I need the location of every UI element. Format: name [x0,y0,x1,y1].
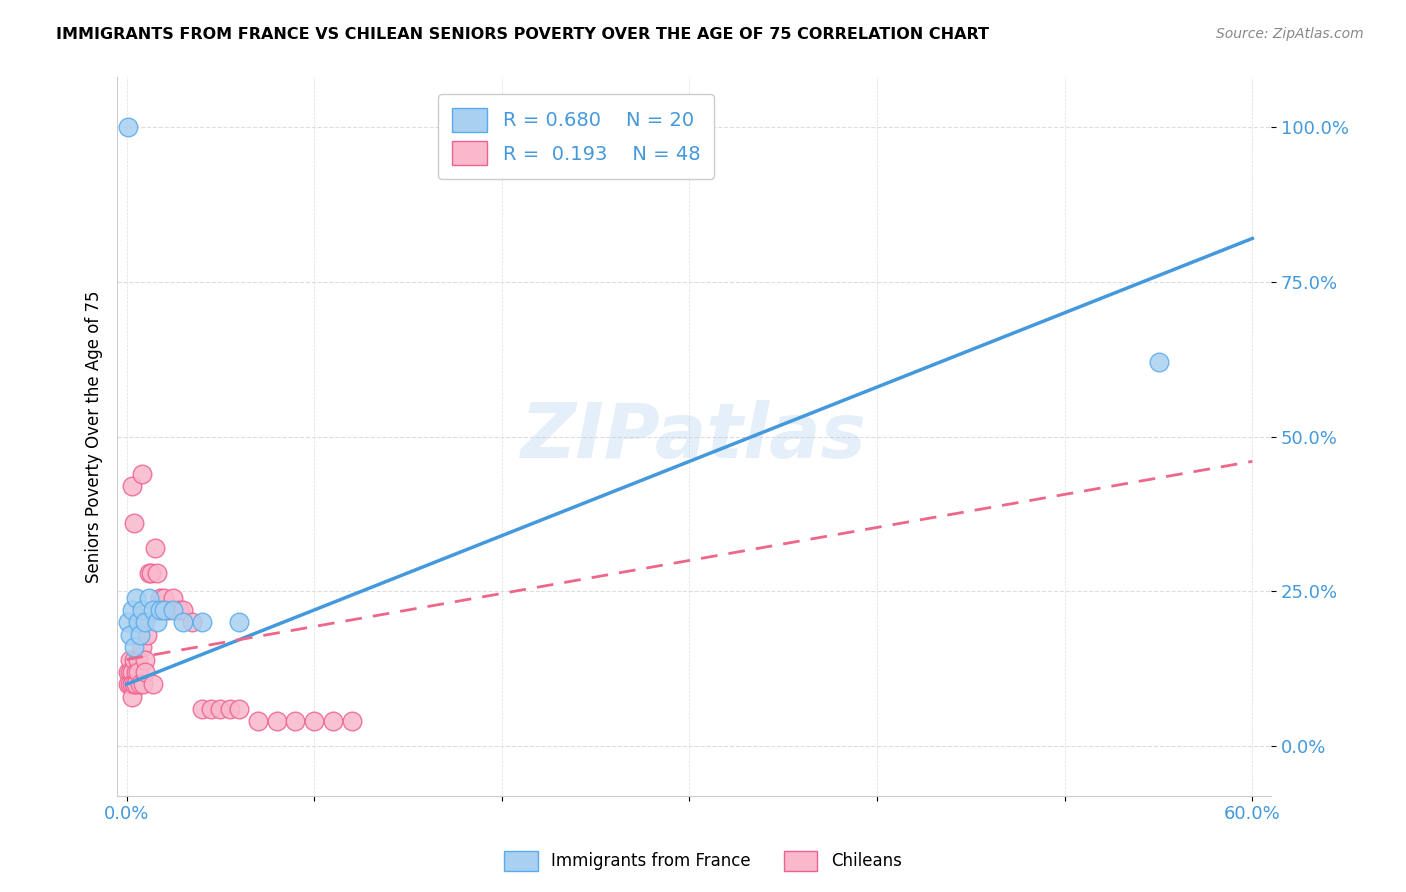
Point [153,591,176,605]
Legend: R = 0.680    N = 20, R =  0.193    N = 48: R = 0.680 N = 20, R = 0.193 N = 48 [439,95,714,178]
Point [156,603,179,617]
Point [322,714,344,729]
Point [266,714,288,729]
Point [162,591,184,605]
Point [162,603,184,617]
Point [120,652,142,666]
Text: IMMIGRANTS FROM FRANCE VS CHILEAN SENIORS POVERTY OVER THE AGE OF 75 CORRELATION: IMMIGRANTS FROM FRANCE VS CHILEAN SENIOR… [56,27,990,42]
Point [1147,355,1170,369]
Text: ZIPatlas: ZIPatlas [522,400,868,474]
Point [302,714,325,729]
Point [128,615,150,630]
Point [200,702,222,716]
Point [125,677,148,691]
Point [143,541,166,555]
Point [117,615,139,630]
Point [117,677,139,691]
Point [153,603,176,617]
Legend: Immigrants from France, Chileans: Immigrants from France, Chileans [496,842,910,880]
Point [121,690,143,704]
Point [121,665,143,679]
Point [131,640,153,654]
Point [131,615,153,630]
Point [121,603,143,617]
Point [120,665,142,679]
Point [122,677,145,691]
Point [190,615,212,630]
Point [218,702,240,716]
Point [284,714,307,729]
Point [128,677,150,691]
Point [121,479,143,493]
Point [246,714,269,729]
Point [131,603,153,617]
Point [127,615,149,630]
Point [340,714,363,729]
Point [181,615,204,630]
Point [228,702,250,716]
Point [125,665,148,679]
Point [131,467,153,481]
Point [117,665,139,679]
Point [172,615,194,630]
Point [132,677,155,691]
Point [122,640,145,654]
Point [228,615,250,630]
Point [128,628,150,642]
Point [145,615,167,630]
Y-axis label: Seniors Poverty Over the Age of 75: Seniors Poverty Over the Age of 75 [86,291,103,582]
Point [149,591,172,605]
Point [122,516,145,531]
Point [127,665,149,679]
Point [117,120,139,134]
Point [134,652,156,666]
Point [120,677,142,691]
Point [122,652,145,666]
Point [138,566,160,580]
Point [136,628,159,642]
Text: Source: ZipAtlas.com: Source: ZipAtlas.com [1216,27,1364,41]
Point [138,591,160,605]
Point [142,603,165,617]
Point [172,603,194,617]
Point [125,591,148,605]
Point [209,702,232,716]
Point [134,665,156,679]
Point [142,677,165,691]
Point [120,628,142,642]
Point [190,702,212,716]
Point [134,615,156,630]
Point [167,603,190,617]
Point [145,566,167,580]
Point [139,566,162,580]
Point [149,603,172,617]
Point [127,652,149,666]
Point [121,677,143,691]
